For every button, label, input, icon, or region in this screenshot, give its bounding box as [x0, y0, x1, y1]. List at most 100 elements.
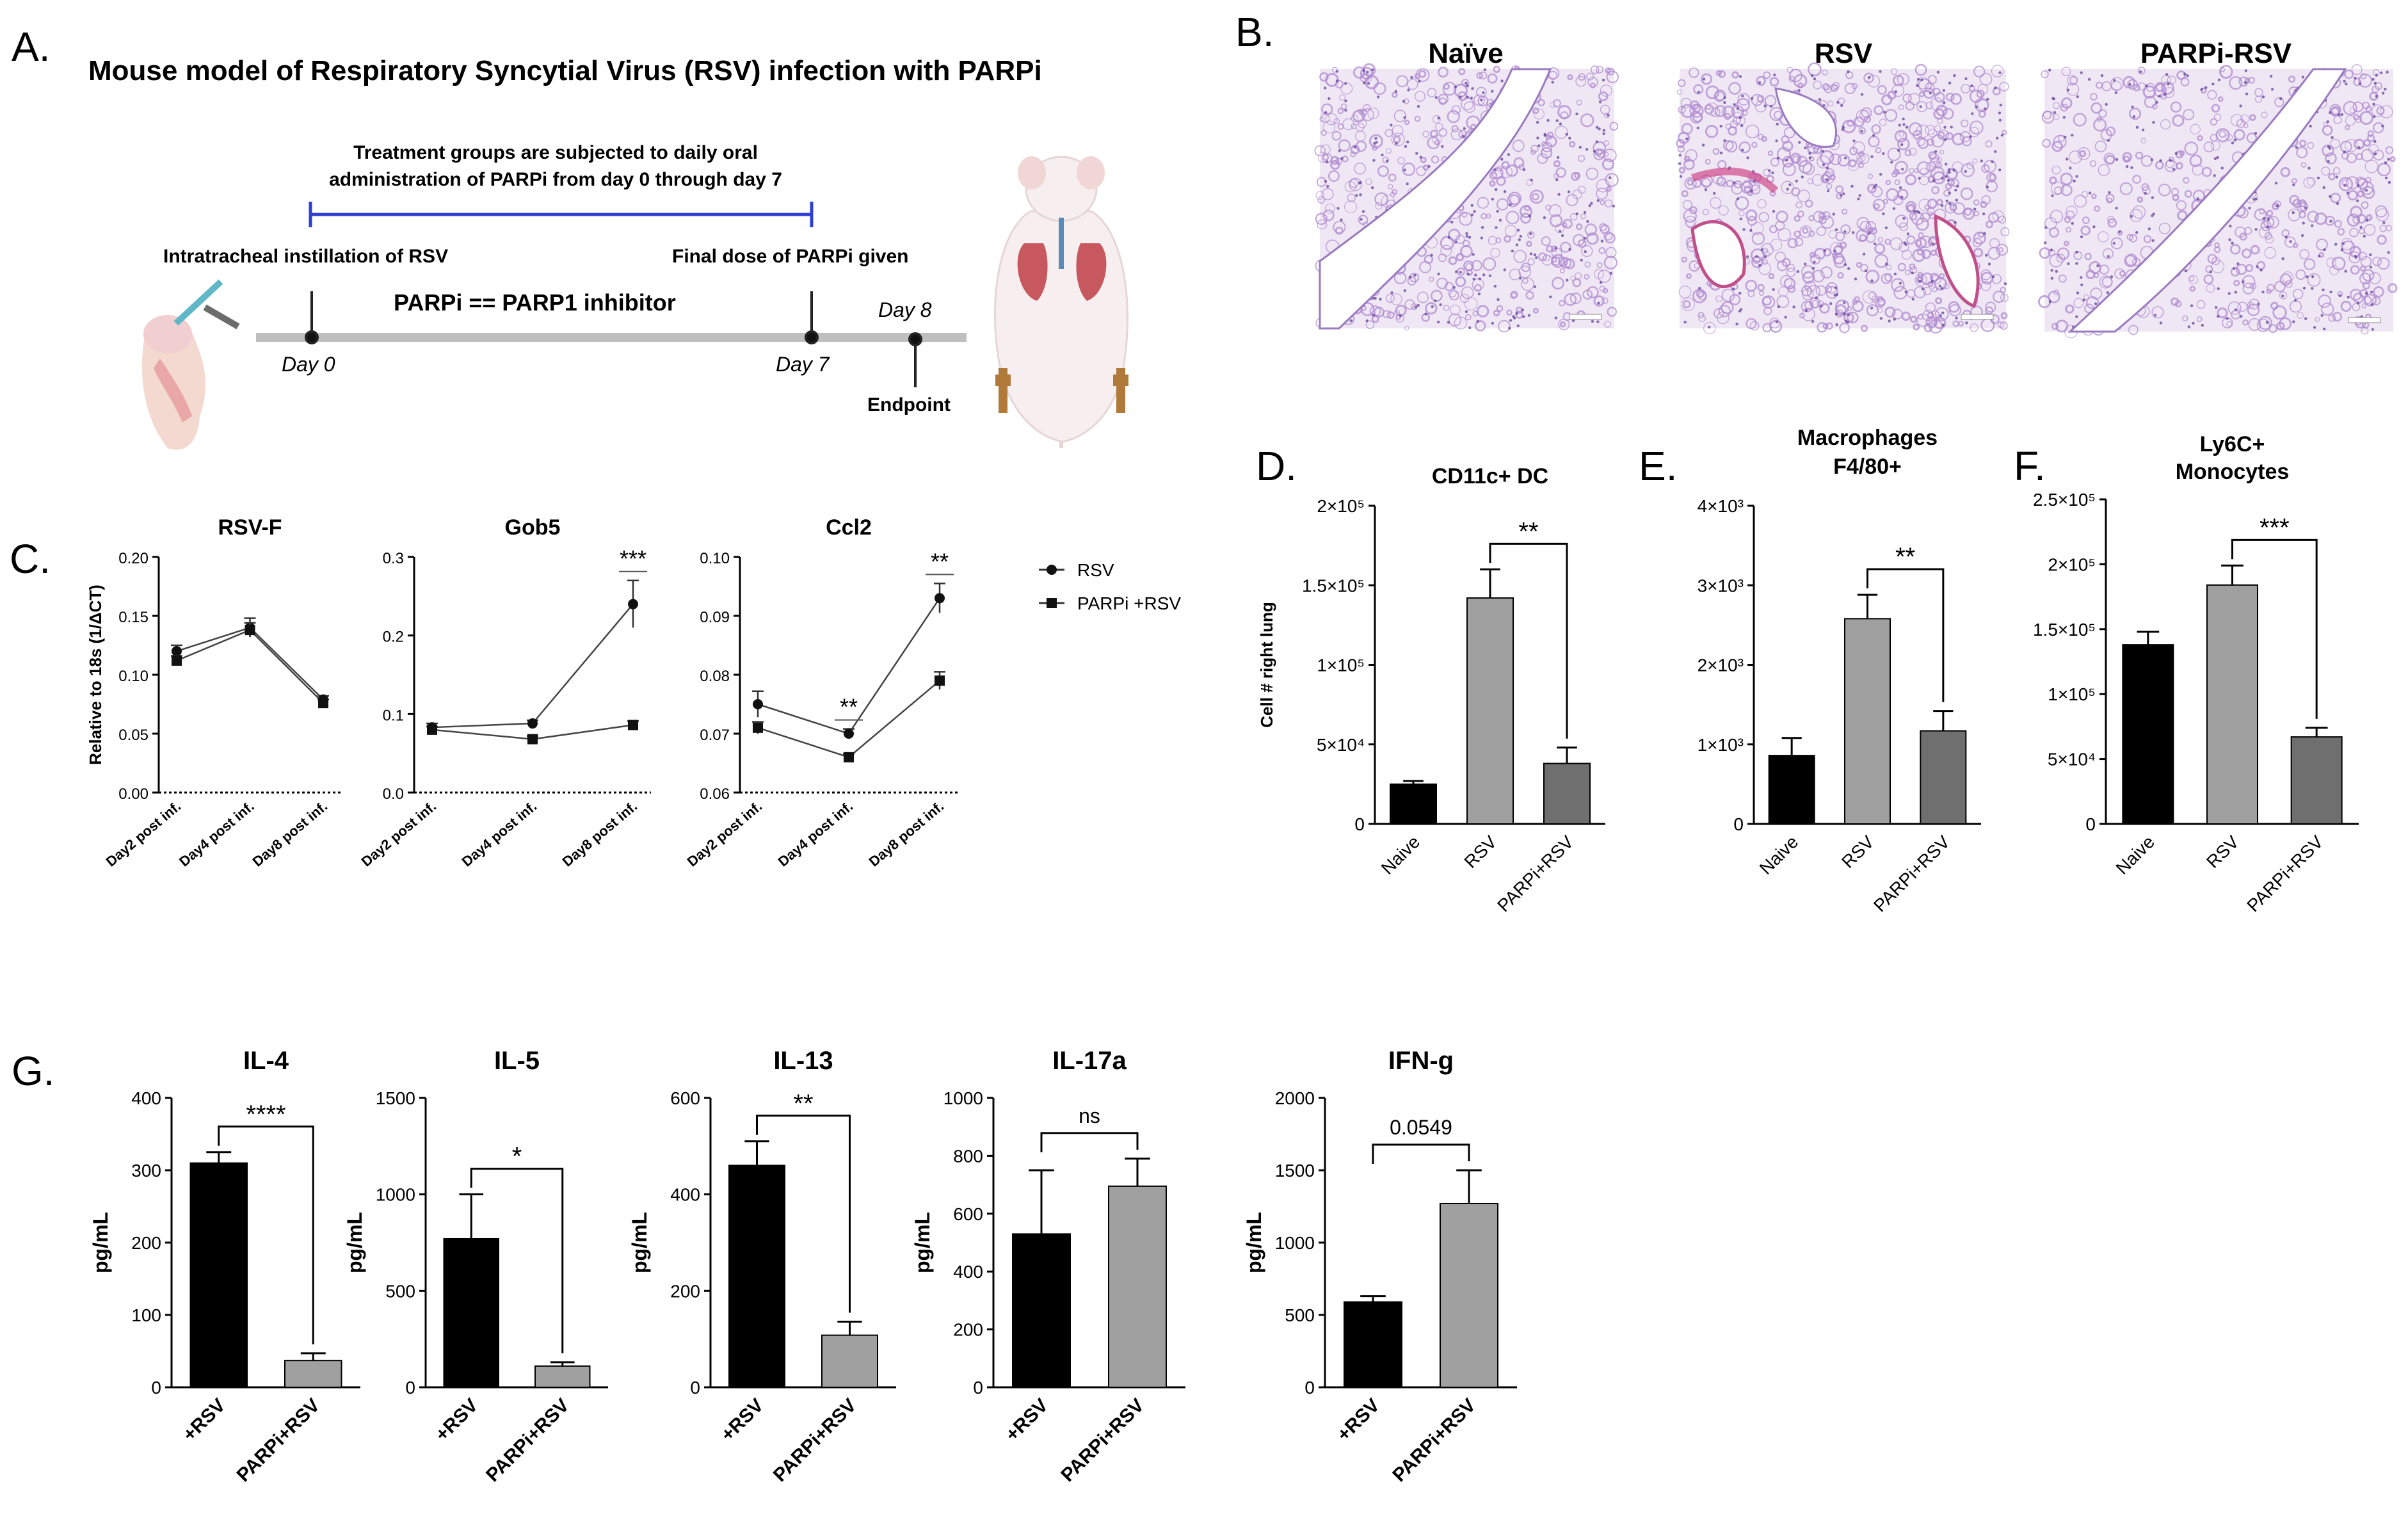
final-dose-label: Final dose of PARPi given	[672, 246, 909, 267]
y-tick-label: 600	[953, 1204, 983, 1224]
x-tick-label: PARPi+RSV	[1388, 1395, 1480, 1487]
data-point	[844, 752, 854, 762]
y-tick-label: 1.5×10⁵	[1302, 576, 1365, 595]
significance-label: ****	[246, 1100, 285, 1129]
bar	[284, 1360, 342, 1388]
histology-label-rsv: RSV	[1815, 38, 1873, 69]
x-tick-label: PARPi+RSV	[233, 1395, 325, 1487]
chart-title: IL-13	[773, 1047, 833, 1075]
bar	[2122, 644, 2174, 825]
day0-label: Day 0	[282, 353, 335, 376]
y-axis-label: pg/mL	[911, 1212, 934, 1273]
significance-bracket	[1040, 1132, 1139, 1152]
y-tick-label: 800	[953, 1146, 983, 1166]
significance-bracket	[1372, 1143, 1470, 1164]
y-tick-label: 0.1	[383, 707, 404, 724]
data-point	[172, 646, 182, 657]
x-tick-label: +RSV	[179, 1395, 229, 1446]
x-tick-label: +RSV	[431, 1395, 482, 1446]
legend-marker-rsv	[1047, 565, 1057, 575]
y-tick-label: 1×10³	[1698, 735, 1744, 755]
y-tick-label: 0	[1354, 814, 1365, 834]
chart-c1: RSV-F Relative to 18s (1/ΔCT) 0.00 0.05 0.10…	[86, 515, 341, 870]
y-tick-label: 0	[690, 1378, 700, 1398]
data-point	[527, 734, 538, 745]
chart-g5: IFN-g pg/mL 0 500 1000 1500 2000 +RSV PARPi+RSV 0…	[1242, 1047, 1517, 1486]
x-tick-label: Day8 post inf.	[559, 798, 641, 870]
bar	[1920, 730, 1967, 825]
x-tick-label: Day8 post inf.	[250, 798, 331, 870]
y-tick-label: 2×10³	[1698, 656, 1744, 675]
data-point	[935, 593, 945, 604]
chart-title-line2: Monocytes	[2176, 460, 2290, 484]
y-axis-label: pg/mL	[89, 1212, 112, 1273]
y-axis-label: pg/mL	[628, 1212, 651, 1273]
y-tick-label: 500	[1285, 1305, 1315, 1325]
data-point	[427, 724, 437, 735]
chart-title: IFN-g	[1388, 1047, 1454, 1075]
x-tick-label: RSV	[1838, 832, 1878, 872]
y-tick-label: 400	[953, 1262, 983, 1282]
chart-title: IL-17a	[1052, 1047, 1127, 1075]
y-tick-label: 1500	[376, 1088, 415, 1108]
y-tick-label: 100	[131, 1305, 161, 1325]
legend-label-parpi: PARPi +RSV	[1077, 593, 1181, 613]
significance-label: **	[1518, 517, 1538, 545]
y-tick-label: 3×10³	[1698, 576, 1744, 595]
data-point	[628, 720, 638, 730]
bar	[1108, 1185, 1167, 1388]
series-line-0	[431, 603, 634, 729]
y-tick-label: 0.10	[700, 550, 730, 567]
panel-a-title: Mouse model of Respiratory Syncytial Vir…	[88, 55, 1042, 86]
chart-title: IL-5	[494, 1047, 540, 1075]
significance-label: **	[840, 694, 858, 720]
y-tick-label: 5×10⁴	[2048, 750, 2096, 770]
y-tick-label: 400	[131, 1088, 161, 1108]
bar	[2290, 736, 2343, 825]
bar	[2206, 584, 2258, 825]
histology-image-naive	[1314, 63, 1619, 333]
treatment-bracket	[309, 202, 814, 227]
histology-image-rsv	[1676, 62, 2010, 335]
panel-letter-g: G.	[12, 1048, 55, 1094]
y-tick-label: 0	[405, 1378, 415, 1398]
panel-letter-a: A.	[12, 24, 50, 70]
x-tick-label: Naive	[1756, 832, 1802, 878]
chart-c3: Ccl2 0.06 0.07 0.08 0.09 0.10 ** ** Day2 post in…	[684, 515, 958, 870]
bar	[1844, 618, 1891, 825]
data-point	[172, 655, 182, 666]
bar	[189, 1162, 248, 1388]
instillation-label: Intratracheal instillation of RSV	[163, 246, 448, 267]
y-tick-label: 0.09	[700, 609, 730, 626]
x-tick-label: PARPi+RSV	[1493, 832, 1577, 915]
x-tick-label: RSV	[1461, 832, 1501, 872]
y-tick-label: 0.00	[118, 786, 148, 803]
y-tick-label: 0	[2085, 814, 2096, 834]
significance-label: ***	[2260, 513, 2290, 542]
y-tick-label: 0.06	[700, 786, 730, 803]
bar	[1543, 762, 1591, 825]
x-tick-label: Day4 post inf.	[459, 798, 540, 870]
significance-bracket	[218, 1125, 314, 1344]
x-tick-label: PARPi+RSV	[1057, 1395, 1148, 1487]
treatment-text-line2: administration of PARPi from day 0 throu…	[329, 169, 782, 190]
x-tick-label: PARPi+RSV	[2243, 832, 2327, 915]
x-tick-label: +RSV	[717, 1395, 767, 1446]
data-point	[753, 699, 763, 709]
bar	[821, 1334, 878, 1388]
significance-label: 0.0549	[1390, 1116, 1452, 1139]
significance-label: ***	[620, 545, 646, 572]
chart-title: Ccl2	[826, 515, 872, 540]
chart-title: RSV-F	[218, 515, 282, 540]
y-tick-label: 1×10⁵	[1317, 656, 1365, 675]
chart-g4: IL-17a pg/mL 0 200 400 600 800 1000 +RSV PARPi+RS…	[911, 1047, 1185, 1486]
y-tick-label: 2.5×10⁵	[2033, 490, 2096, 510]
bar	[1344, 1301, 1402, 1389]
data-point	[318, 698, 328, 709]
x-tick-label: Day4 post inf.	[176, 798, 257, 870]
panel-letter-f: F.	[2014, 443, 2046, 489]
y-tick-label: 1000	[376, 1185, 415, 1205]
y-tick-label: 0.3	[383, 550, 404, 567]
panel-letter-c: C.	[10, 536, 51, 582]
